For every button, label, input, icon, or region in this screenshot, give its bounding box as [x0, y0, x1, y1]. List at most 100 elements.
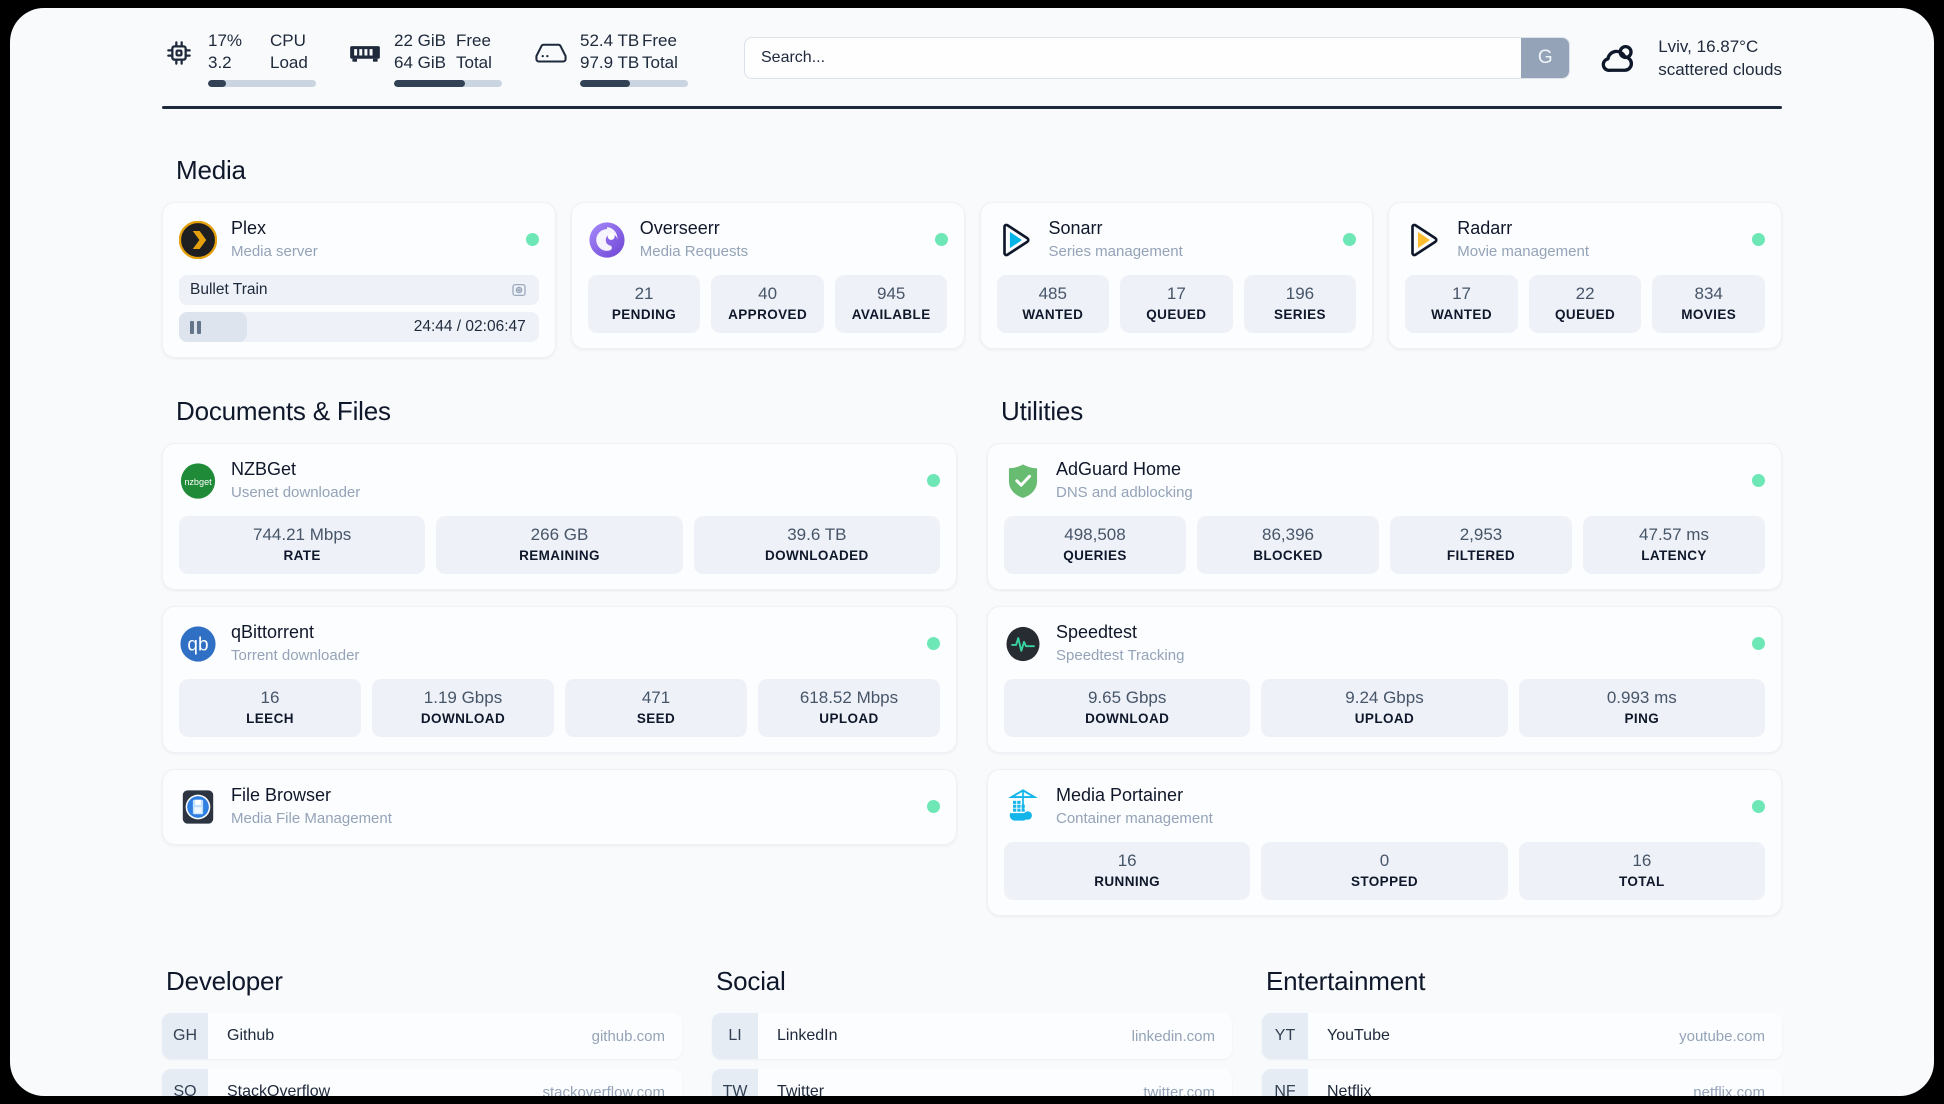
search-input[interactable]: [745, 38, 1522, 78]
bookmark-name: StackOverflow: [227, 1083, 331, 1096]
bookmark-url: github.com: [591, 1027, 665, 1045]
service-card-sonarr[interactable]: Sonarr Series management 485 WANTED 17 QUEUED…: [979, 202, 1374, 349]
bookmark-item[interactable]: LI LinkedIn linkedin.com: [712, 1013, 1232, 1059]
cpu-icon: [162, 36, 196, 70]
stat-tile: 834 MOVIES: [1652, 275, 1765, 333]
stat-tile: 9.65 Gbps DOWNLOAD: [1004, 679, 1251, 737]
stat-tile-value: 618.52 Mbps: [799, 688, 899, 707]
stat-tile: 0 STOPPED: [1261, 842, 1508, 900]
stat-tile-label: QUERIES: [1063, 548, 1127, 563]
stat-tile-label: PING: [1624, 711, 1660, 726]
bookmark-name: YouTube: [1327, 1027, 1390, 1044]
stat-value-bottom: 64 GiB: [394, 52, 446, 72]
service-subtitle: Torrent downloader: [231, 647, 360, 664]
stat-tiles: 17 WANTED 22 QUEUED 834 MOVIES: [1405, 275, 1765, 333]
status-indicator-dot: [1752, 637, 1765, 650]
system-stat-disk: 52.4 TB 97.9 TB Free Total: [534, 30, 694, 87]
stat-tile-value: 22: [1575, 284, 1595, 303]
service-card-speedtest[interactable]: Speedtest Speedtest Tracking 9.65 Gbps DOWN…: [987, 606, 1782, 753]
status-indicator-dot: [934, 233, 948, 246]
overseerr-logo: [588, 221, 626, 259]
stat-label-top: CPU: [270, 30, 306, 50]
bookmark-badge: LI: [712, 1013, 758, 1059]
service-subtitle: Media server: [231, 243, 318, 260]
weather-description: scattered clouds: [1658, 60, 1782, 79]
bookmark-item[interactable]: TW Twitter twitter.com: [712, 1069, 1232, 1096]
card-header: Plex Media server: [179, 217, 539, 262]
adguard-logo: [1004, 462, 1042, 500]
stat-tile-label: DOWNLOAD: [420, 711, 506, 726]
service-card-file-browser[interactable]: File Browser Media File Management: [162, 769, 957, 845]
stat-tile-value: 1.19 Gbps: [423, 688, 503, 707]
bookmark-name: Twitter: [777, 1083, 825, 1096]
stat-tiles: 744.21 Mbps RATE 266 GB REMAINING 39.6 TB DOW…: [179, 516, 940, 574]
stat-tiles: 485 WANTED 17 QUEUED 196 SERIES: [996, 275, 1357, 333]
stat-tiles: 9.65 Gbps DOWNLOAD 9.24 Gbps UPLOAD 0.993 ms…: [1004, 679, 1765, 737]
section-title-documents: Documents & Files: [176, 396, 391, 426]
system-stat-ram: 22 GiB 64 GiB Free Total: [348, 30, 508, 87]
now-playing-title: Bullet Train: [190, 281, 268, 298]
stat-tile: 945 AVAILABLE: [834, 275, 948, 333]
stat-progress-bar: [580, 79, 688, 87]
stat-tiles: 498,508 QUERIES 86,396 BLOCKED 2,953 FILTERED…: [1004, 516, 1765, 574]
service-name: Media Portainer: [1056, 785, 1184, 805]
card-header: AdGuard Home DNS and adblocking: [1004, 458, 1765, 503]
cast-icon[interactable]: [511, 282, 528, 299]
stat-tile-value: 16: [1632, 851, 1652, 870]
service-name: Plex: [231, 218, 267, 238]
stat-tile-value: 39.6 TB: [787, 525, 847, 544]
bookmark-item[interactable]: SO StackOverflow stackoverflow.com: [162, 1069, 682, 1096]
stat-tiles: 16 LEECH 1.19 Gbps DOWNLOAD 471 SEED 618.52 Mb…: [179, 679, 940, 737]
status-indicator-dot: [927, 474, 940, 487]
documents-column: Documents & Files nzbget NZBGet Usenet dow…: [162, 358, 957, 932]
nzbget-logo: nzbget: [179, 462, 217, 500]
stat-tile-label: WANTED: [1431, 307, 1492, 322]
stat-progress-bar: [394, 79, 502, 87]
stat-tile-label: APPROVED: [728, 307, 808, 322]
stat-tile-label: SERIES: [1273, 307, 1326, 322]
bookmark-group-entertainment: Entertainment YT YouTube youtube.com NF Netfl…: [1262, 966, 1782, 1096]
bookmark-url: youtube.com: [1679, 1027, 1765, 1045]
pause-icon[interactable]: [190, 320, 201, 334]
card-header: Speedtest Speedtest Tracking: [1004, 621, 1765, 666]
stat-tile-label: LATENCY: [1641, 548, 1707, 563]
bookmark-item[interactable]: YT YouTube youtube.com: [1262, 1013, 1782, 1059]
bookmark-badge: YT: [1262, 1013, 1308, 1059]
stat-tile: 9.24 Gbps UPLOAD: [1261, 679, 1508, 737]
search-box[interactable]: G: [744, 37, 1571, 79]
stat-value-bottom: 97.9 TB: [580, 52, 640, 72]
stat-tile: 21 PENDING: [587, 275, 701, 333]
weather-location: Lviv, 16.87°C: [1658, 37, 1759, 56]
service-card-adguard-home[interactable]: AdGuard Home DNS and adblocking 498,508 QUE…: [987, 443, 1782, 590]
bookmark-group-developer: Developer GH Github github.com SO StackOverfl…: [162, 966, 682, 1096]
stat-label-bottom: Total: [456, 52, 492, 72]
stat-tile-label: DOWNLOADED: [764, 548, 869, 563]
service-card-media-portainer[interactable]: Media Portainer Container management 16 RUN…: [987, 769, 1782, 916]
card-header: qb qBittorrent Torrent downloader: [179, 621, 940, 666]
service-name: Overseerr: [639, 218, 720, 238]
stat-tile: 196 SERIES: [1243, 275, 1357, 333]
bookmark-item[interactable]: NF Netflix netflix.com: [1262, 1069, 1782, 1096]
status-indicator-dot: [1752, 233, 1765, 246]
bookmark-url: twitter.com: [1143, 1083, 1215, 1097]
service-card-qbittorrent[interactable]: qb qBittorrent Torrent downloader 16 LEECH 1.…: [162, 606, 957, 753]
card-header: Radarr Movie management: [1405, 217, 1765, 262]
bookmark-badge: SO: [162, 1069, 208, 1096]
stat-tile-value: 471: [641, 688, 671, 707]
service-card-radarr[interactable]: Radarr Movie management 17 WANTED 22 QUEUED 83…: [1388, 202, 1782, 349]
status-indicator-dot: [525, 233, 539, 246]
search-provider-button[interactable]: G: [1521, 38, 1570, 78]
playback-progress[interactable]: 24:44 / 02:06:47: [179, 312, 539, 342]
service-card-plex[interactable]: Plex Media server Bullet Train 24:44 / 02:0…: [162, 202, 556, 358]
service-name: File Browser: [231, 785, 332, 805]
stat-tile-label: DOWNLOAD: [1085, 711, 1170, 726]
stat-tile: 0.993 ms PING: [1518, 679, 1765, 737]
disk-icon: [534, 36, 568, 70]
stat-tile: 16 LEECH: [179, 679, 361, 737]
service-card-overseerr[interactable]: Overseerr Media Requests 21 PENDING 40 APPROV…: [570, 202, 965, 349]
service-card-nzbget[interactable]: nzbget NZBGet Usenet downloader 744.21 Mbps…: [162, 443, 957, 590]
stat-tile-label: TOTAL: [1618, 874, 1665, 889]
bookmark-item[interactable]: GH Github github.com: [162, 1013, 682, 1059]
stat-tile: 266 GB REMAINING: [436, 516, 683, 574]
stat-value-top: 17%: [208, 30, 243, 50]
